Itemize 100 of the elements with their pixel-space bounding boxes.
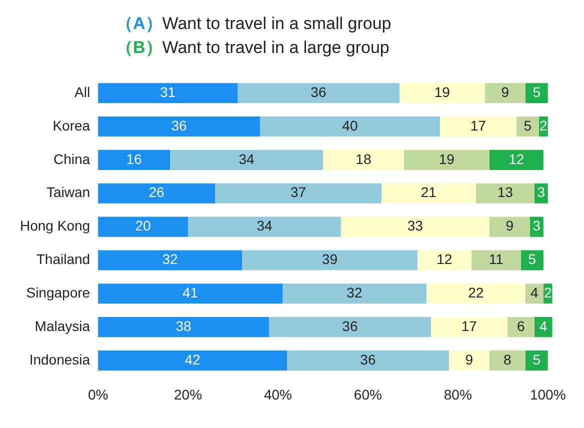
bar: [440, 116, 516, 137]
y-tick-label: Hong Kong: [20, 218, 90, 234]
data-label: 13: [497, 184, 514, 200]
data-label: 36: [310, 84, 326, 100]
data-label: 36: [171, 117, 188, 134]
data-label: 3: [537, 184, 546, 200]
bar: [516, 116, 539, 137]
data-label: 5: [524, 117, 532, 134]
x-tick-label: 80%: [444, 386, 472, 402]
bar: [238, 83, 400, 104]
data-label: 36: [342, 318, 358, 334]
data-label: 9: [506, 218, 514, 234]
data-label: 12: [508, 150, 524, 167]
data-label: 5: [528, 251, 536, 268]
bar: [448, 350, 490, 371]
y-tick-label: Malaysia: [34, 318, 90, 334]
x-tick-label: 60%: [354, 386, 382, 402]
bar: [489, 216, 530, 237]
data-label: 17: [470, 117, 486, 134]
data-label: 41: [182, 284, 198, 301]
y-tick-label: Singapore: [26, 284, 90, 301]
bar: [476, 183, 534, 204]
data-label: 8: [503, 351, 512, 368]
bar: [399, 83, 485, 104]
bar: [98, 116, 260, 137]
bar: [404, 150, 490, 170]
x-tick-label: 100%: [530, 386, 566, 402]
data-label: 4: [539, 318, 548, 334]
bar: [471, 250, 521, 270]
data-label: 5: [532, 351, 541, 368]
data-label: 3: [532, 218, 541, 234]
bar: [98, 150, 170, 170]
text: （A）Want to travel in a small group: [116, 14, 392, 33]
data-label: 5: [532, 84, 541, 100]
data-label: 34: [256, 218, 272, 234]
data-label: 39: [322, 251, 338, 268]
bar: [215, 183, 382, 204]
data-label: 22: [468, 284, 484, 301]
x-tick-label: 0%: [88, 386, 108, 402]
y-tick-label: China: [53, 150, 90, 167]
data-label: 9: [465, 351, 474, 368]
data-label: 32: [346, 284, 362, 301]
bar: [170, 150, 323, 170]
x-tick-label: 20%: [174, 386, 202, 402]
data-label: 19: [434, 84, 450, 100]
data-label: 42: [184, 351, 201, 368]
data-label: 20: [135, 218, 152, 234]
data-label: 33: [407, 218, 424, 234]
data-label: 31: [160, 84, 176, 100]
bar: [426, 284, 526, 304]
data-label: 4: [530, 284, 538, 301]
data-label: 9: [501, 84, 510, 100]
bar: [98, 350, 287, 371]
data-label: 12: [436, 251, 452, 268]
data-label: 18: [356, 150, 372, 167]
bar: [282, 284, 426, 304]
bar: [260, 116, 440, 137]
bar: [489, 150, 544, 170]
bar: [525, 350, 548, 371]
bar: [188, 216, 341, 237]
bar: [98, 83, 238, 104]
bar: [340, 216, 490, 237]
y-tick-label: All: [74, 84, 90, 100]
data-label: 11: [488, 251, 504, 268]
data-label: 21: [420, 184, 437, 200]
y-tick-label: Taiwan: [46, 184, 90, 200]
bar: [417, 250, 472, 270]
data-label: 38: [176, 318, 192, 334]
data-label: 19: [438, 150, 455, 167]
y-tick-label: Thailand: [36, 251, 90, 268]
bar: [520, 250, 544, 270]
data-label: 16: [126, 150, 142, 167]
x-tick-label: 40%: [264, 386, 292, 402]
bar: [286, 350, 449, 371]
bar: [268, 317, 431, 338]
data-label: 32: [162, 251, 178, 268]
bar: [381, 183, 476, 204]
data-label: 6: [516, 318, 525, 334]
bar: [98, 183, 216, 204]
bar: [484, 83, 526, 104]
data-label: 2: [539, 117, 548, 134]
bar: [98, 284, 282, 304]
bar: [507, 317, 534, 338]
y-tick-label: Korea: [52, 117, 90, 134]
data-label: 17: [461, 318, 478, 334]
bar: [525, 83, 548, 104]
data-label: 34: [238, 150, 254, 167]
y-tick-label: Indonesia: [29, 351, 90, 368]
bar: [322, 150, 404, 170]
bar: [242, 250, 418, 270]
bar: [98, 250, 242, 270]
bar: [430, 317, 508, 338]
bar: [489, 350, 526, 371]
data-label: 36: [360, 351, 376, 368]
bar: [98, 317, 269, 338]
data-label: 2: [544, 284, 552, 301]
data-label: 26: [148, 184, 165, 200]
data-label: 37: [290, 184, 306, 200]
text: （B）Want to travel in a large group: [116, 38, 390, 57]
data-label: 40: [342, 117, 358, 134]
